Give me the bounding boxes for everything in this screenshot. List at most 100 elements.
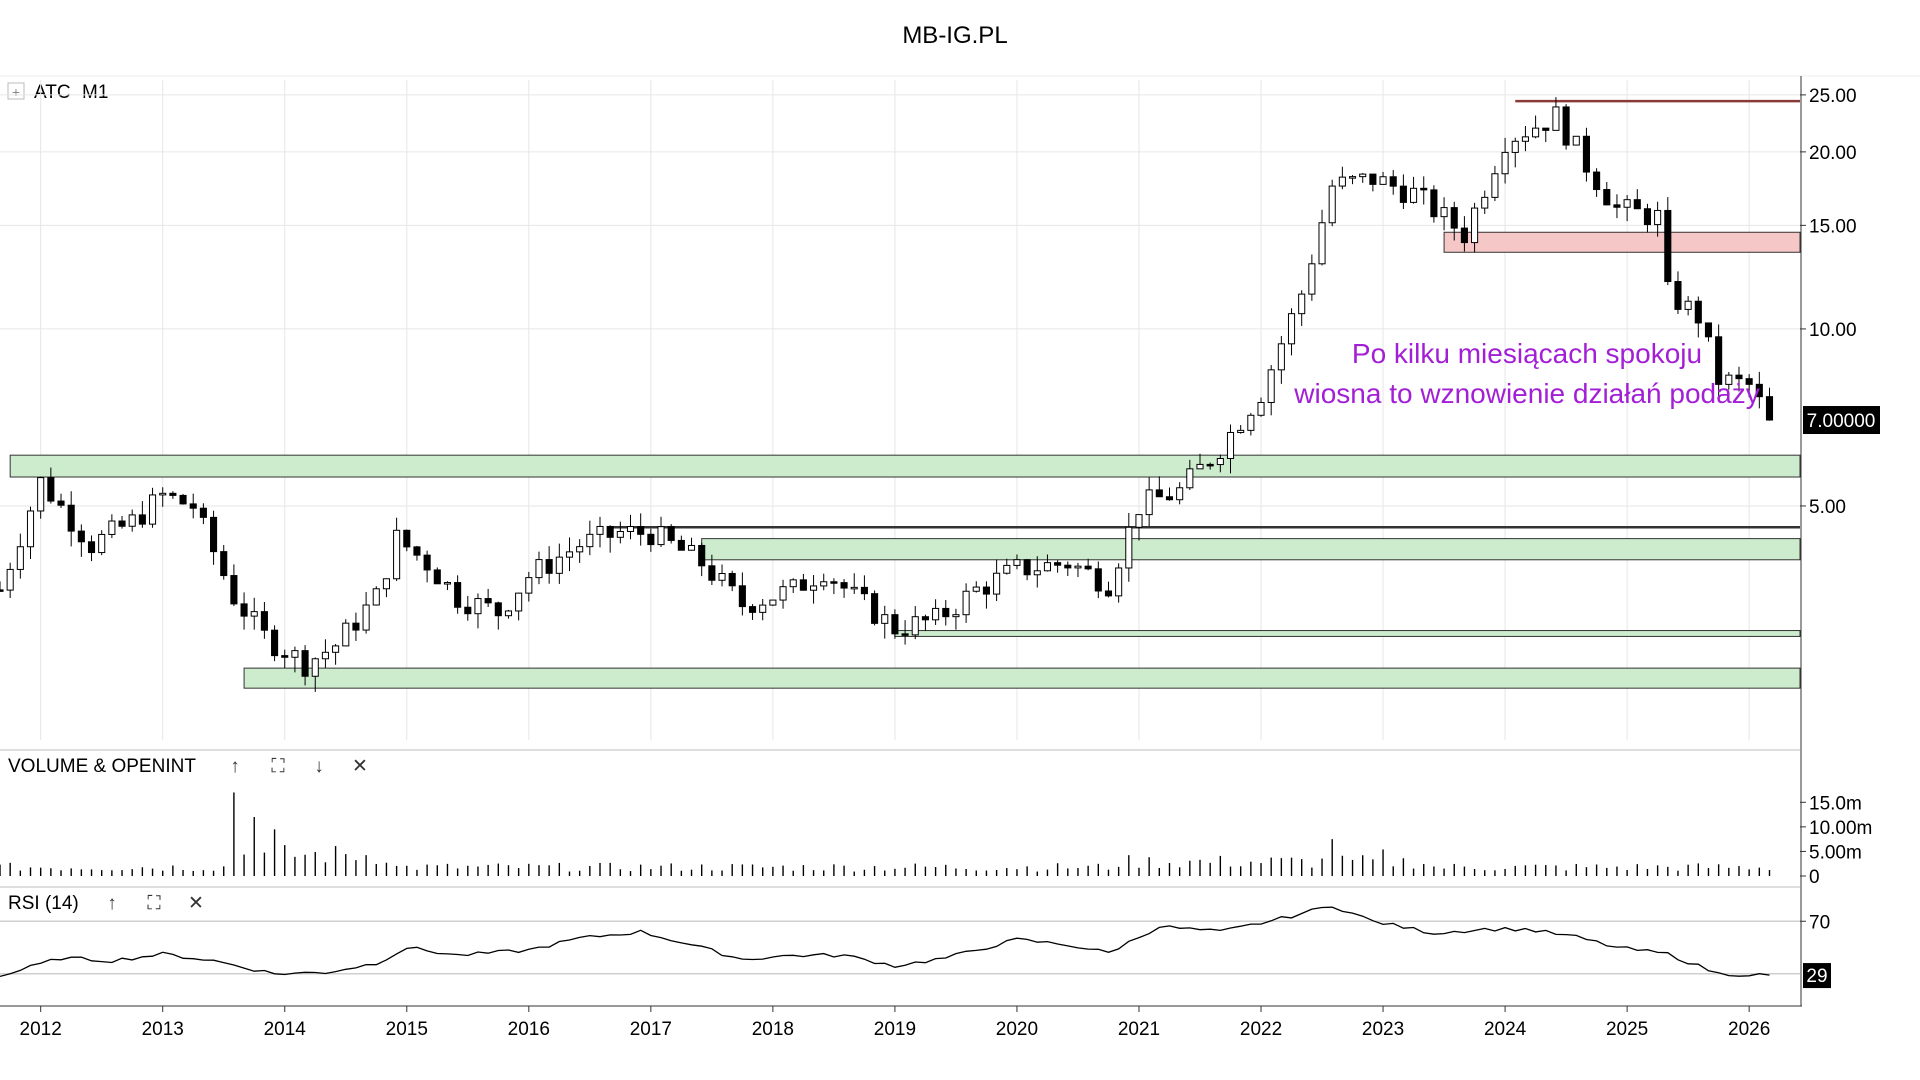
price-grid [0, 80, 1800, 740]
rsi-last-tag: 29 [1803, 963, 1831, 989]
rsi-last-value: 29 [1806, 966, 1827, 987]
candle-body [657, 526, 665, 546]
candle-body [1257, 401, 1265, 416]
candle-body [708, 565, 716, 581]
time-tick-label: 2017 [630, 1019, 672, 1040]
candle-body [1348, 176, 1357, 179]
candle-body [1552, 106, 1560, 131]
candle-body [1613, 204, 1621, 208]
time-axis-ticks: 2012 2013 2014 2015 2016 2017 2018 2019 2020 2021… [20, 1006, 1770, 1040]
candle-body [1694, 300, 1702, 324]
candle-body [6, 568, 14, 591]
rsi-move-up-icon[interactable]: ↑ [107, 893, 117, 914]
candle-body [189, 503, 197, 509]
candle-body [626, 526, 635, 532]
candle-body [1328, 185, 1336, 224]
candle-body [87, 541, 96, 554]
interval-label: M1 [82, 82, 108, 103]
candle-body [1542, 127, 1550, 131]
move-down-icon[interactable]: ↓ [314, 756, 324, 777]
maximize-icon[interactable]: ⛶ [270, 756, 285, 777]
candle-body [393, 529, 401, 580]
candle-body [1206, 463, 1214, 467]
candle-body [982, 586, 990, 595]
candle-body [1013, 559, 1021, 566]
candle-body [637, 526, 645, 535]
candle-body [1298, 293, 1306, 315]
candle-body [1471, 207, 1479, 244]
move-up-icon[interactable]: ↑ [230, 756, 240, 777]
candle-body [382, 578, 390, 590]
candle-body [1603, 189, 1611, 206]
time-tick-label: 2014 [264, 1019, 307, 1040]
time-tick-label: 2021 [1118, 1019, 1160, 1040]
page-title: MB-IG.PL [902, 22, 1007, 49]
candle-body [1755, 383, 1763, 398]
candle-body [1054, 562, 1062, 566]
rsi-axis-ticks: 70 [1800, 912, 1830, 933]
rsi-reference-lines [0, 920, 1800, 975]
candle-body [210, 516, 218, 553]
candle-body [667, 526, 675, 541]
candle-body [860, 586, 868, 595]
candle-body [1003, 564, 1011, 574]
candle-body [1735, 374, 1743, 380]
candle-body [1043, 562, 1052, 572]
candle-body [901, 633, 909, 636]
candle-body [820, 581, 828, 587]
candle-body [748, 606, 757, 613]
candle-body [77, 530, 85, 543]
candle-body [962, 590, 970, 616]
candle-body [454, 582, 462, 608]
candle-body [1765, 396, 1774, 421]
time-tick-label: 2022 [1240, 1019, 1282, 1040]
price-tick-label: 15.00 [1809, 216, 1857, 237]
volume-tick-label: 0 [1809, 867, 1820, 888]
candle-body [1115, 567, 1123, 597]
price-tick-label: 25.00 [1809, 86, 1857, 107]
candle-body [1593, 171, 1601, 191]
candle-body [1745, 378, 1753, 385]
volume-tick-label: 15.0m [1809, 793, 1862, 814]
candle-body [555, 556, 563, 574]
candle-body [128, 514, 136, 527]
candle-body [1135, 514, 1143, 528]
rsi-panel-header: RSI (14) ↑ ⛶ ✕ [8, 893, 204, 914]
candle-body [1145, 489, 1153, 516]
candle-body [220, 551, 228, 577]
candle-body [321, 651, 329, 660]
candle-body [616, 530, 624, 538]
time-tick-label: 2023 [1362, 1019, 1404, 1040]
candle-body [545, 559, 553, 574]
candle-body [647, 533, 655, 546]
support-zone [9, 454, 1801, 478]
candle-body [535, 559, 543, 579]
time-tick-label: 2024 [1484, 1019, 1527, 1040]
candle-body [738, 585, 746, 608]
candle-body [1084, 565, 1092, 570]
candle-body [159, 492, 167, 496]
candle-body [1521, 136, 1529, 142]
time-tick-label: 2015 [386, 1019, 428, 1040]
close-icon[interactable]: ✕ [352, 756, 368, 777]
candle-body [443, 582, 452, 585]
candle-body [1186, 468, 1194, 489]
candle-body [840, 582, 848, 589]
candle-body [891, 614, 899, 635]
volume-panel-label: VOLUME & OPENINT [8, 756, 196, 777]
candle-body [1104, 590, 1113, 597]
rsi-maximize-icon[interactable]: ⛶ [146, 893, 161, 914]
candle-body [1491, 173, 1499, 198]
candle-body [1033, 570, 1041, 576]
candle-body [433, 569, 441, 585]
annotation-line-1: Po kilku miesiącach spokoju [1352, 338, 1702, 369]
rsi-close-icon[interactable]: ✕ [188, 893, 204, 914]
candle-body [57, 500, 65, 506]
price-levels [610, 99, 1800, 529]
candle-body [932, 607, 940, 621]
support-zone [894, 630, 1801, 637]
candle-body [1176, 487, 1184, 501]
time-tick-label: 2016 [508, 1019, 550, 1040]
candle-body [1165, 496, 1174, 501]
